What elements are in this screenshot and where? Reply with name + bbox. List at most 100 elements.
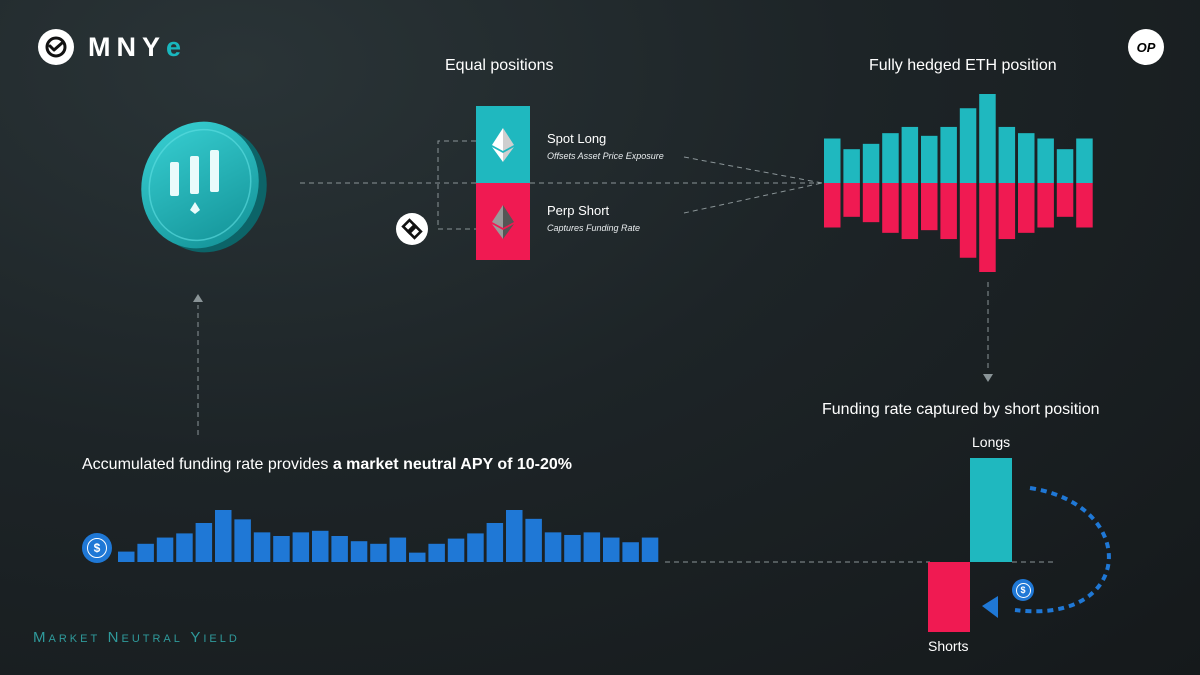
accumulated-bar	[389, 537, 407, 562]
accumulated-bar	[273, 536, 290, 562]
accumulated-bar	[292, 532, 310, 562]
accumulated-bar	[467, 533, 484, 562]
spot-long-block	[476, 106, 530, 183]
accumulated-bar	[370, 543, 387, 562]
up-arrow-icon	[193, 294, 203, 302]
op-badge-icon: OP	[1128, 29, 1164, 65]
down-arrow-icon	[983, 374, 993, 382]
hedge-short-bar	[1018, 183, 1035, 233]
accumulated-bar	[195, 523, 213, 562]
brand-logo: MNYe	[38, 29, 181, 65]
hedge-short-bar	[882, 183, 899, 233]
apy-text: Accumulated funding rate provides	[82, 456, 333, 473]
hedge-long-bar	[1018, 133, 1035, 183]
brand-name-suffix: e	[166, 31, 182, 62]
hedge-short-bar	[998, 183, 1016, 240]
funding-flow-arrowhead-icon	[982, 596, 998, 618]
apy-highlight: a market neutral APY of 10-20%	[332, 456, 573, 473]
funding-title: Funding rate captured by short position	[822, 401, 1100, 418]
hedge-long-bar	[959, 108, 977, 183]
accumulated-bar	[253, 532, 271, 562]
hedge-short-bar	[959, 183, 977, 258]
hedge-short-bar	[1056, 183, 1074, 217]
hedge-long-bar	[1056, 149, 1074, 183]
usdc-symbol: $	[1020, 585, 1026, 595]
brand-name: MNYe	[88, 32, 181, 63]
accumulated-bar	[486, 523, 504, 562]
bybit-icon	[396, 213, 428, 245]
hedged-title: Fully hedged ETH position	[869, 57, 1057, 74]
perp-to-hedge-connector	[683, 182, 823, 214]
hedge-long-bar	[1076, 138, 1093, 183]
footer-word-neutral: NEUTRAL	[107, 629, 183, 646]
hedge-long-bar	[998, 126, 1016, 183]
shorts-bar	[928, 562, 970, 632]
usdc-icon: $	[1012, 579, 1034, 601]
mnye-coin-icon	[141, 121, 267, 253]
shorts-label: Shorts	[928, 638, 969, 654]
accumulated-bar	[350, 541, 368, 562]
hedge-short-bar	[940, 183, 957, 240]
mnye-logo-icon	[38, 29, 74, 65]
hedge-long-bar	[824, 138, 841, 183]
accumulated-bar	[564, 534, 581, 562]
accumulated-bar	[583, 532, 601, 562]
accumulated-bar	[234, 519, 251, 562]
apy-statement: Accumulated funding rate provides a mark…	[82, 456, 572, 474]
hedge-long-bar	[921, 135, 938, 183]
op-badge-label: OP	[1136, 39, 1156, 55]
perp-short-label: Perp Short	[547, 203, 610, 218]
ethereum-icon	[492, 127, 514, 162]
accumulated-bar	[176, 533, 193, 562]
longs-label: Longs	[972, 434, 1011, 450]
hedge-long-bar	[882, 133, 899, 183]
accumulated-funding-chart	[118, 510, 659, 562]
footer-tagline: MARKET NEUTRAL YIELD	[33, 629, 240, 647]
perp-short-subtitle: Captures Funding Rate	[547, 223, 641, 233]
hedge-long-bar	[1037, 138, 1054, 183]
ethereum-icon	[492, 204, 514, 239]
spot-to-hedge-connector	[683, 156, 823, 184]
accumulated-bar	[525, 518, 542, 562]
hedged-position-chart	[824, 94, 1093, 272]
accumulated-bar	[137, 543, 154, 562]
hedge-short-bar	[1076, 183, 1093, 228]
hedge-short-bar	[979, 183, 996, 272]
accumulated-bar	[622, 542, 639, 562]
accumulated-bar	[331, 536, 348, 562]
accumulated-bar	[156, 537, 174, 562]
accumulated-bar	[215, 510, 232, 562]
accumulated-bar	[544, 532, 562, 562]
hedge-long-bar	[843, 149, 860, 183]
hedge-short-bar	[843, 183, 860, 217]
spot-long-label: Spot Long	[547, 131, 607, 146]
hedge-long-bar	[979, 94, 996, 183]
hedge-short-bar	[824, 183, 841, 228]
accumulated-bar	[447, 538, 465, 562]
longs-bar	[970, 458, 1012, 562]
usdc-symbol: $	[93, 541, 101, 555]
footer-word-yield: YIELD	[190, 629, 240, 646]
accumulated-bar	[118, 551, 135, 562]
accumulated-bar	[641, 537, 659, 562]
accumulated-bar	[312, 530, 329, 562]
accumulated-bar	[409, 552, 426, 562]
spot-long-subtitle: Offsets Asset Price Exposure	[547, 151, 664, 161]
hedge-long-bar	[940, 126, 957, 183]
position-bracket-connector	[437, 140, 476, 230]
accumulated-bar	[428, 543, 445, 562]
perp-short-block	[476, 183, 530, 260]
usdc-icon: $	[82, 533, 112, 563]
accumulated-bar	[506, 510, 523, 562]
brand-name-main: MNY	[88, 31, 166, 62]
hedge-long-bar	[901, 126, 919, 183]
footer-word-market: MARKET	[33, 629, 101, 646]
hedge-short-bar	[1037, 183, 1054, 228]
hedge-short-bar	[901, 183, 919, 240]
hedge-short-bar	[921, 183, 938, 231]
equal-positions-title: Equal positions	[445, 57, 554, 74]
hedge-short-bar	[862, 183, 880, 223]
accumulated-bar	[603, 537, 620, 562]
hedge-long-bar	[862, 143, 880, 183]
